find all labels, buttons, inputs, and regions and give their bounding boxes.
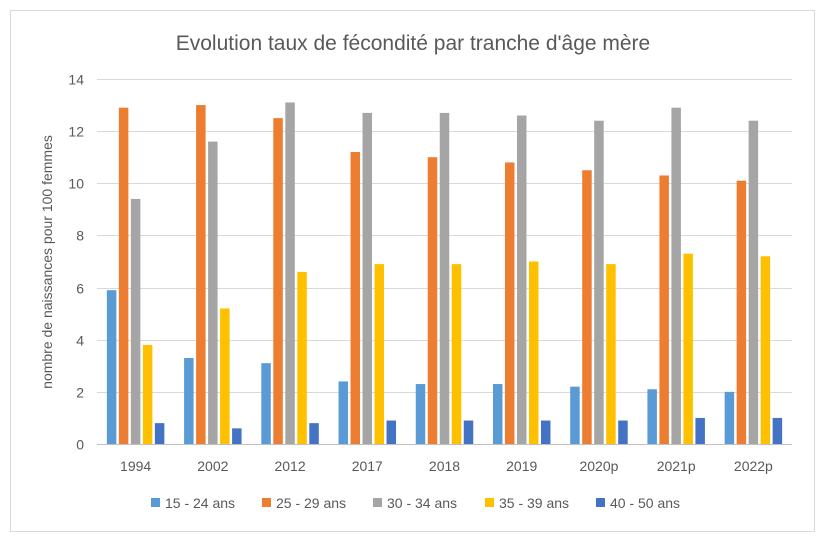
bar	[736, 180, 747, 444]
x-tick-label: 2020p	[579, 458, 618, 474]
bar	[285, 102, 295, 444]
x-tick-label: 2017	[352, 458, 383, 474]
bar	[118, 107, 129, 444]
bar	[350, 152, 361, 444]
bar	[154, 423, 165, 444]
y-tick-label: 6	[76, 281, 84, 297]
bar	[647, 389, 657, 444]
bar	[618, 420, 628, 444]
bar	[297, 271, 307, 444]
y-tick-label: 4	[76, 333, 84, 349]
x-tick-label: 2019	[506, 458, 537, 474]
bar	[208, 141, 218, 445]
y-tick-label: 10	[68, 176, 84, 192]
y-tick-label: 14	[68, 72, 84, 88]
bar	[671, 107, 681, 444]
legend-swatch	[262, 498, 271, 507]
bar	[772, 417, 783, 444]
x-tick-label: 2018	[429, 458, 460, 474]
x-tick-label: 1994	[120, 458, 151, 474]
bar	[463, 420, 474, 444]
bar	[540, 420, 551, 444]
bar	[504, 162, 515, 444]
bar	[451, 264, 462, 444]
bar	[232, 428, 242, 444]
bar	[683, 253, 693, 444]
bar	[130, 198, 141, 444]
bar	[386, 420, 397, 444]
bar	[338, 381, 349, 444]
chart-title: Evolution taux de fécondité par tranche …	[176, 32, 650, 55]
x-tick-label: 2012	[274, 458, 305, 474]
bar	[184, 357, 194, 444]
legend-label: 15 - 24 ans	[165, 495, 235, 511]
bar	[427, 157, 438, 444]
bar	[659, 175, 669, 444]
bar	[374, 264, 385, 444]
legend-swatch	[151, 498, 160, 507]
x-tick-label: 2022p	[734, 458, 773, 474]
bar	[570, 386, 580, 444]
legend-swatch	[373, 498, 382, 507]
legend-label: 30 - 34 ans	[387, 495, 457, 511]
bar	[492, 384, 503, 444]
bar	[196, 105, 206, 445]
legend-swatch	[596, 498, 605, 507]
y-axis-label: nombre de naissances pour 100 femmes	[39, 135, 55, 389]
x-tick-label: 2002	[197, 458, 228, 474]
y-tick-label: 8	[76, 228, 84, 244]
bar	[415, 384, 426, 444]
y-tick-label: 0	[76, 437, 84, 453]
legend-swatch	[485, 498, 494, 507]
y-tick-label: 12	[68, 124, 84, 140]
bar	[594, 120, 604, 444]
y-tick-label: 2	[76, 385, 84, 401]
bar	[273, 118, 283, 444]
bar	[528, 261, 539, 444]
bar	[582, 170, 592, 444]
bar	[748, 120, 759, 444]
bar	[362, 112, 373, 445]
legend-label: 35 - 39 ans	[499, 495, 569, 511]
bar	[142, 344, 153, 444]
bar	[220, 308, 230, 444]
x-tick-label: 2021p	[657, 458, 696, 474]
bar	[309, 423, 319, 444]
bar	[516, 115, 527, 444]
legend-label: 25 - 29 ans	[276, 495, 346, 511]
legend-label: 40 - 50 ans	[610, 495, 680, 511]
bar	[724, 391, 735, 444]
bar	[261, 363, 271, 444]
bar	[606, 264, 616, 444]
bar	[439, 112, 450, 445]
bar	[106, 290, 117, 444]
bar	[760, 256, 771, 444]
bar	[695, 417, 705, 444]
